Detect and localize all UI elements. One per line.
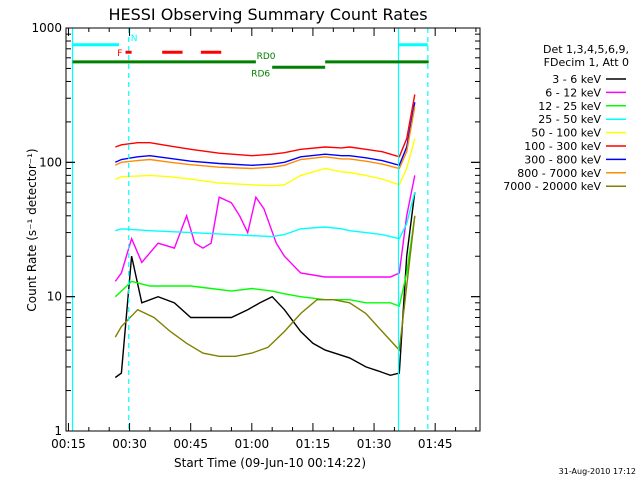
flag-label-n: N: [131, 34, 138, 44]
x-tick-label-6: 01:45: [418, 437, 453, 451]
flag-label-rd0: RD0: [257, 52, 276, 62]
series-line-7: [114, 106, 416, 170]
series-line-5: [115, 94, 416, 158]
y-tick-label-1: 10: [47, 290, 62, 304]
legend-label-1: 6 - 12 keV: [545, 86, 601, 99]
legend-header: Det 1,3,4,5,6,9, FDecim 1, Att 0: [543, 43, 629, 69]
y-axis-label: Count Rate (s⁻¹ detector⁻¹): [25, 148, 39, 311]
plot-area: NF RD0 RD6 00:15 00:30 00:45 01:00 01:15 01:30 01…: [31, 21, 481, 451]
y-tick-label-3: 1000: [31, 21, 62, 35]
series-line-3: [115, 191, 416, 240]
legend-label-0: 3 - 6 keV: [552, 73, 601, 86]
series-line-2: [114, 215, 416, 308]
x-axis-label: Start Time (09-Jun-10 00:14:22): [174, 456, 366, 470]
flag-label-rd6: RD6: [251, 69, 270, 79]
x-tick-label-4: 01:15: [296, 437, 331, 451]
chart-title: HESSI Observing Summary Count Rates: [108, 5, 427, 24]
series-line-4: [115, 138, 416, 187]
legend-label-4: 50 - 100 keV: [531, 127, 601, 140]
y-tick-label-2: 100: [39, 155, 62, 169]
series-line-8: [114, 215, 416, 357]
x-tick-label-2: 00:45: [173, 437, 208, 451]
legend-label-2: 12 - 25 keV: [538, 100, 601, 113]
x-tick-label-5: 01:30: [357, 437, 392, 451]
x-tick-label-1: 00:30: [112, 437, 147, 451]
legend-label-5: 100 - 300 keV: [524, 140, 601, 153]
legend-label-3: 25 - 50 keV: [538, 113, 601, 126]
x-tick-label-3: 01:00: [235, 437, 270, 451]
series-line-1: [114, 175, 416, 282]
series-line-6: [115, 102, 416, 167]
footer-timestamp: 31-Aug-2010 17:12: [559, 467, 636, 476]
legend-header-line-1: Det 1,3,4,5,6,9,: [543, 43, 629, 56]
series-line-0: [114, 192, 416, 379]
legend-label-7: 800 - 7000 keV: [517, 167, 601, 180]
legend-label-6: 300 - 800 keV: [524, 153, 601, 166]
y-tick-label-0: 1: [54, 424, 62, 438]
plot-frame: [65, 27, 481, 432]
legend-label-8: 7000 - 20000 keV: [503, 180, 601, 193]
flag-label-f: F: [117, 49, 122, 59]
x-tick-label-0: 00:15: [51, 437, 86, 451]
legend-header-line-2: FDecim 1, Att 0: [544, 56, 629, 69]
